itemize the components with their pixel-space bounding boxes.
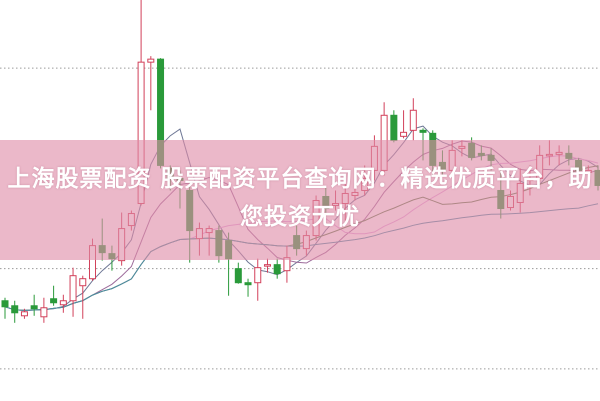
candle-down (234, 268, 242, 284)
candle-up (20, 311, 28, 317)
candle-down (50, 298, 58, 304)
candle-up (147, 58, 155, 63)
candle-down (244, 282, 252, 286)
candle-down (390, 114, 398, 141)
candle-down (1, 300, 9, 308)
title-banner (0, 140, 600, 260)
candle-up (79, 278, 87, 287)
candle-up (409, 109, 417, 131)
candle-up (400, 131, 408, 137)
candle-down (11, 305, 19, 314)
candle-down (419, 129, 427, 133)
candle-up (263, 264, 271, 267)
candle-up (59, 300, 67, 306)
candle-up (40, 307, 48, 318)
candle-up (69, 275, 77, 302)
candle-down (30, 305, 38, 310)
candle-down (273, 264, 281, 275)
candle-up (254, 267, 262, 284)
page-title: 上海股票配资 股票配资平台查询网：精选优质平台，助您投资无忧 (7, 166, 593, 230)
